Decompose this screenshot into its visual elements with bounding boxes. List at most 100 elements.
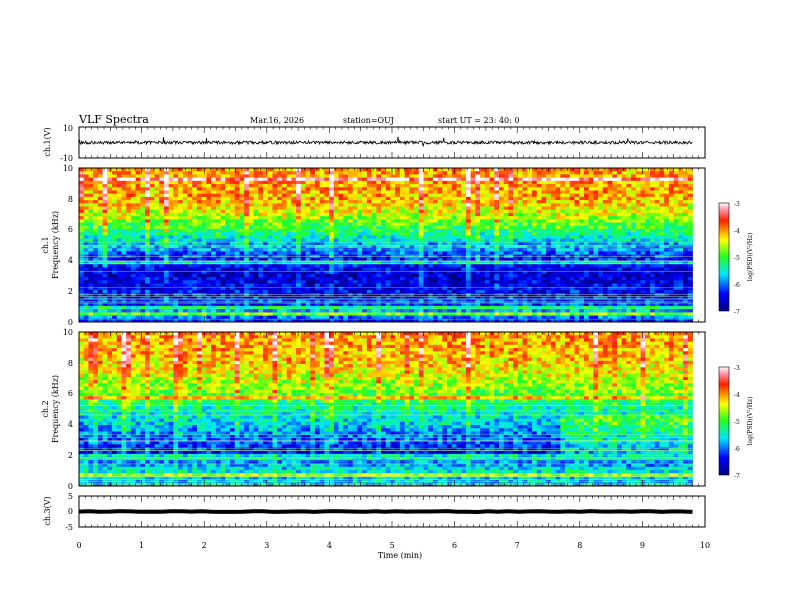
spectrogram-cell — [248, 216, 255, 220]
spectrogram-cell — [211, 277, 217, 281]
spectrogram-cell — [296, 257, 302, 262]
spectrogram-cell — [253, 280, 259, 284]
spectrogram-cell — [286, 257, 292, 262]
spectrogram-cell — [546, 235, 552, 239]
spectrogram-cell — [352, 203, 358, 207]
spectrogram-cell — [371, 286, 377, 291]
spectrogram-cell — [475, 174, 481, 179]
spectrogram-cell — [437, 289, 443, 294]
spectrogram-cell — [428, 241, 434, 246]
spectrogram-cell — [333, 200, 339, 204]
spectrogram-cell — [102, 251, 108, 256]
spectrogram-cell — [291, 209, 297, 214]
spectrogram-cell — [234, 261, 240, 265]
spectrogram-cell — [79, 177, 85, 182]
spectrogram-cell — [277, 280, 283, 284]
spectrogram-cell — [267, 180, 273, 185]
spectrogram-cell — [154, 315, 160, 320]
spectrogram-cell — [220, 180, 226, 185]
spectrogram-cell — [178, 209, 184, 214]
spectrogram-cell — [239, 187, 245, 191]
spectrogram-cell — [423, 264, 429, 268]
spectrogram-cell — [442, 277, 448, 281]
spectrogram-cell — [404, 232, 410, 236]
spectrogram-cell — [376, 174, 382, 179]
spectrogram-cell — [258, 312, 264, 316]
spectrogram-cell — [215, 228, 221, 233]
spectrogram-cell — [88, 190, 94, 195]
spectrogram-cell — [159, 280, 165, 284]
ch1-waveform-ticks — [78, 127, 706, 158]
spectrogram-cell — [135, 273, 141, 278]
spectrogram-cell — [423, 222, 429, 227]
spectrogram-cell — [371, 251, 377, 256]
spectrogram-cell — [277, 228, 283, 233]
spectrogram-cell — [79, 238, 85, 243]
spectrogram-cell — [475, 206, 481, 211]
spectrogram-cell — [541, 245, 547, 249]
spectrogram-cell — [437, 318, 443, 323]
spectrogram-cell — [418, 196, 424, 201]
spectrogram-cell — [366, 203, 372, 207]
spectrogram-cell — [314, 177, 321, 182]
spectrogram-cell — [461, 264, 467, 268]
spectrogram-cell — [168, 200, 174, 204]
spectrogram-cell — [196, 168, 203, 172]
spectrogram-cell — [489, 180, 495, 185]
spectrogram-cell — [300, 318, 306, 323]
spectrogram-cell — [112, 209, 118, 214]
spectrogram-cell — [489, 267, 495, 272]
spectrogram-cell — [532, 206, 538, 211]
spectrogram-cell — [499, 277, 505, 281]
spectrogram-cell — [465, 203, 472, 207]
spectrogram-cell — [362, 267, 368, 272]
spectrogram-cell — [536, 177, 542, 182]
spectrogram-cell — [385, 187, 391, 191]
spectrogram-cell — [418, 251, 424, 256]
spectrogram-cell — [508, 245, 514, 249]
spectrogram-cell — [107, 273, 113, 278]
spectrogram-cell — [220, 209, 226, 214]
spectrogram-cell — [456, 196, 462, 201]
spectrogram-cell — [409, 225, 415, 230]
spectrogram-cell — [215, 206, 221, 211]
spectrogram-cell — [428, 206, 434, 211]
spectrogram-cell — [88, 209, 94, 214]
spectrogram-cell — [319, 219, 325, 223]
spectrogram-cell — [159, 270, 165, 275]
spectrogram-cell — [126, 261, 132, 265]
spectrogram-cell — [140, 225, 146, 230]
spectrogram-cell — [513, 174, 519, 179]
spectrogram-cell — [305, 168, 311, 172]
spectrogram-cell — [513, 222, 519, 227]
spectrogram-cell — [503, 277, 509, 281]
spectrogram-cell — [211, 196, 217, 201]
spectrogram-cell — [135, 180, 141, 185]
spectrogram-cell — [97, 216, 103, 220]
spectrogram-cell — [404, 177, 410, 182]
spectrogram-cell — [503, 241, 509, 246]
spectrogram-cell — [324, 206, 330, 211]
spectrogram-cell — [83, 200, 89, 204]
spectrogram-cell — [258, 270, 264, 275]
spectrogram-cell — [168, 225, 174, 230]
spectrogram-cell — [508, 225, 514, 230]
spectrogram-cell — [404, 209, 410, 214]
spectrogram-cell — [258, 277, 264, 281]
spectrogram-cell — [187, 209, 193, 214]
spectrogram-cell — [135, 225, 141, 230]
spectrogram-cell — [480, 171, 486, 175]
spectrogram-cell — [168, 241, 174, 246]
spectrogram-cell — [201, 277, 207, 281]
spectrogram-cell — [168, 251, 174, 256]
spectrogram-cell — [314, 206, 321, 211]
spectrogram-cell — [281, 209, 288, 214]
spectrogram-cell — [215, 187, 221, 191]
spectrogram-cell — [442, 241, 448, 246]
spectrogram-cell — [314, 209, 321, 214]
spectrogram-cell — [541, 261, 547, 265]
spectrogram-cell — [215, 273, 221, 278]
spectrogram-cell — [182, 206, 188, 211]
spectrogram-cell — [196, 235, 203, 239]
spectrogram-cell — [291, 184, 297, 188]
